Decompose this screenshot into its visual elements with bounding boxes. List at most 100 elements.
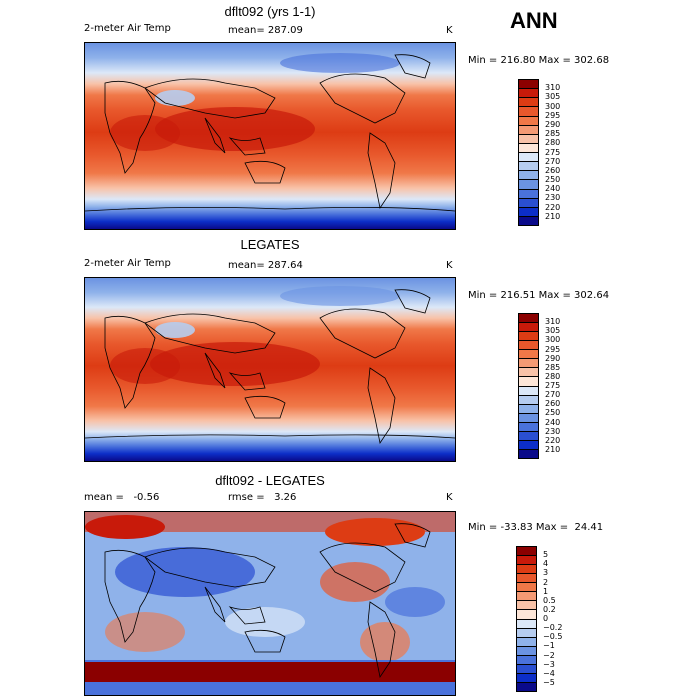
colorbar-swatch xyxy=(519,98,538,108)
colorbar-swatch xyxy=(519,422,538,432)
map-svg xyxy=(85,512,455,695)
colorbar xyxy=(518,79,539,226)
colorbar-tick-label: −2 xyxy=(543,650,555,660)
colorbar-tick-label: 220 xyxy=(545,435,561,445)
colorbar-swatch xyxy=(519,332,538,342)
colorbar-swatch xyxy=(519,395,538,405)
colorbar-swatch xyxy=(519,314,538,324)
min-max-stats: Min = 216.80 Max = 302.68 xyxy=(468,55,610,66)
min-max-stats: Min = -33.83 Max = 24.41 xyxy=(468,522,604,533)
map-svg xyxy=(85,43,455,229)
colorbar-swatch xyxy=(517,565,536,575)
colorbar-swatch xyxy=(519,162,538,172)
colorbar-swatch xyxy=(517,592,536,602)
colorbar-swatch xyxy=(517,574,536,584)
colorbar-labels: 5 4 3 2 1 0.5 0.2 0 −0.2 −0.5 −1 −2 −3 −4 −5 xyxy=(543,546,583,692)
colorbar-swatch xyxy=(517,655,536,665)
colorbar-tick-label: 230 xyxy=(545,426,561,436)
colorbar-swatch xyxy=(519,449,538,458)
colorbar-tick-label: 285 xyxy=(545,129,561,139)
colorbar xyxy=(516,546,537,692)
colorbar-swatch xyxy=(519,107,538,117)
colorbar-tick-label: 0.5 xyxy=(543,595,556,605)
colorbar-swatch xyxy=(519,143,538,153)
colorbar-swatch xyxy=(517,673,536,683)
colorbar-tick-label: −5 xyxy=(543,677,555,687)
colorbar-swatch xyxy=(519,440,538,450)
colorbar-swatch xyxy=(519,125,538,135)
colorbar-tick-label: 210 xyxy=(545,444,561,454)
colorbar-tick-label: 310 xyxy=(545,83,561,93)
colorbar-tick-label: 275 xyxy=(545,381,561,390)
colorbar-swatch xyxy=(519,323,538,333)
colorbar-swatch xyxy=(519,116,538,126)
colorbar-tick-label: 210 xyxy=(545,211,561,221)
variable-label: 2-meter Air Temp xyxy=(84,23,171,34)
colorbar-swatch xyxy=(517,664,536,674)
colorbar-tick-label: 240 xyxy=(545,184,561,194)
colorbar-tick-label: 285 xyxy=(545,362,561,372)
colorbar-swatch xyxy=(519,368,538,378)
colorbar-tick-label: 4 xyxy=(543,559,549,569)
mean-label: mean = -0.56 xyxy=(84,492,160,503)
colorbar-swatch xyxy=(517,637,536,647)
colorbar-swatch xyxy=(519,80,538,90)
colorbar-swatch xyxy=(519,404,538,414)
mean-label: mean= 287.64 xyxy=(228,260,303,271)
colorbar-tick-label: 230 xyxy=(545,193,561,203)
colorbar xyxy=(518,313,539,459)
season-label: ANN xyxy=(510,8,558,33)
colorbar-tick-label: 300 xyxy=(545,101,561,111)
colorbar-tick-label: 305 xyxy=(545,326,561,336)
colorbar-tick-label: 295 xyxy=(545,110,561,120)
colorbar-tick-label: 240 xyxy=(545,417,561,427)
colorbar-tick-label: −0.2 xyxy=(543,623,563,633)
colorbar-tick-label: 0 xyxy=(543,614,549,623)
colorbar-swatch xyxy=(519,198,538,208)
colorbar-tick-label: 0.2 xyxy=(543,604,556,614)
difference-map xyxy=(84,511,456,696)
colorbar-swatch xyxy=(519,134,538,144)
colorbar-tick-label: −0.5 xyxy=(543,632,563,642)
colorbar-labels: 310 305 300 295 290 285 280 275 270 260 250 240 230 2… xyxy=(545,79,585,226)
colorbar-swatch xyxy=(517,547,536,557)
panel-title: dflt092 - LEGATES xyxy=(215,473,325,488)
map-svg xyxy=(85,278,455,461)
colorbar-tick-label: 270 xyxy=(545,390,561,400)
colorbar-swatch xyxy=(519,341,538,351)
colorbar-labels: 310 305 300 295 290 285 280 275 270 260 250 240 230 2… xyxy=(545,313,585,459)
colorbar-tick-label: 250 xyxy=(545,408,561,418)
colorbar-tick-label: 3 xyxy=(543,568,549,578)
colorbar-tick-label: 270 xyxy=(545,156,561,166)
colorbar-tick-label: 260 xyxy=(545,399,561,409)
colorbar-swatch xyxy=(519,207,538,217)
colorbar-tick-label: 1 xyxy=(543,586,549,596)
colorbar-tick-label: 2 xyxy=(543,577,549,587)
colorbar-swatch xyxy=(519,359,538,369)
unit-label: K xyxy=(446,25,453,36)
colorbar-tick-label: 280 xyxy=(545,138,561,148)
min-max-stats: Min = 216.51 Max = 302.64 xyxy=(468,290,610,301)
panel-title: dflt092 (yrs 1-1) xyxy=(224,4,316,19)
colorbar-swatch xyxy=(519,386,538,396)
colorbar-tick-label: 305 xyxy=(545,92,561,102)
colorbar-swatch xyxy=(519,216,538,225)
colorbar-tick-label: 220 xyxy=(545,202,561,212)
rmse-label: rmse = 3.26 xyxy=(228,492,297,503)
colorbar-tick-label: 300 xyxy=(545,335,561,345)
colorbar-tick-label: 310 xyxy=(545,317,561,327)
colorbar-tick-label: 295 xyxy=(545,344,561,354)
colorbar-swatch xyxy=(517,628,536,638)
colorbar-swatch xyxy=(517,556,536,566)
colorbar-swatch xyxy=(519,89,538,99)
unit-label: K xyxy=(446,492,453,503)
colorbar-swatch xyxy=(519,431,538,441)
colorbar-tick-label: −1 xyxy=(543,641,555,651)
colorbar-swatch xyxy=(519,189,538,199)
colorbar-tick-label: 260 xyxy=(545,165,561,175)
colorbar-swatch xyxy=(519,377,538,387)
temperature-map xyxy=(84,277,456,462)
colorbar-tick-label: 275 xyxy=(545,147,561,157)
temperature-map xyxy=(84,42,456,230)
colorbar-swatch xyxy=(517,619,536,629)
